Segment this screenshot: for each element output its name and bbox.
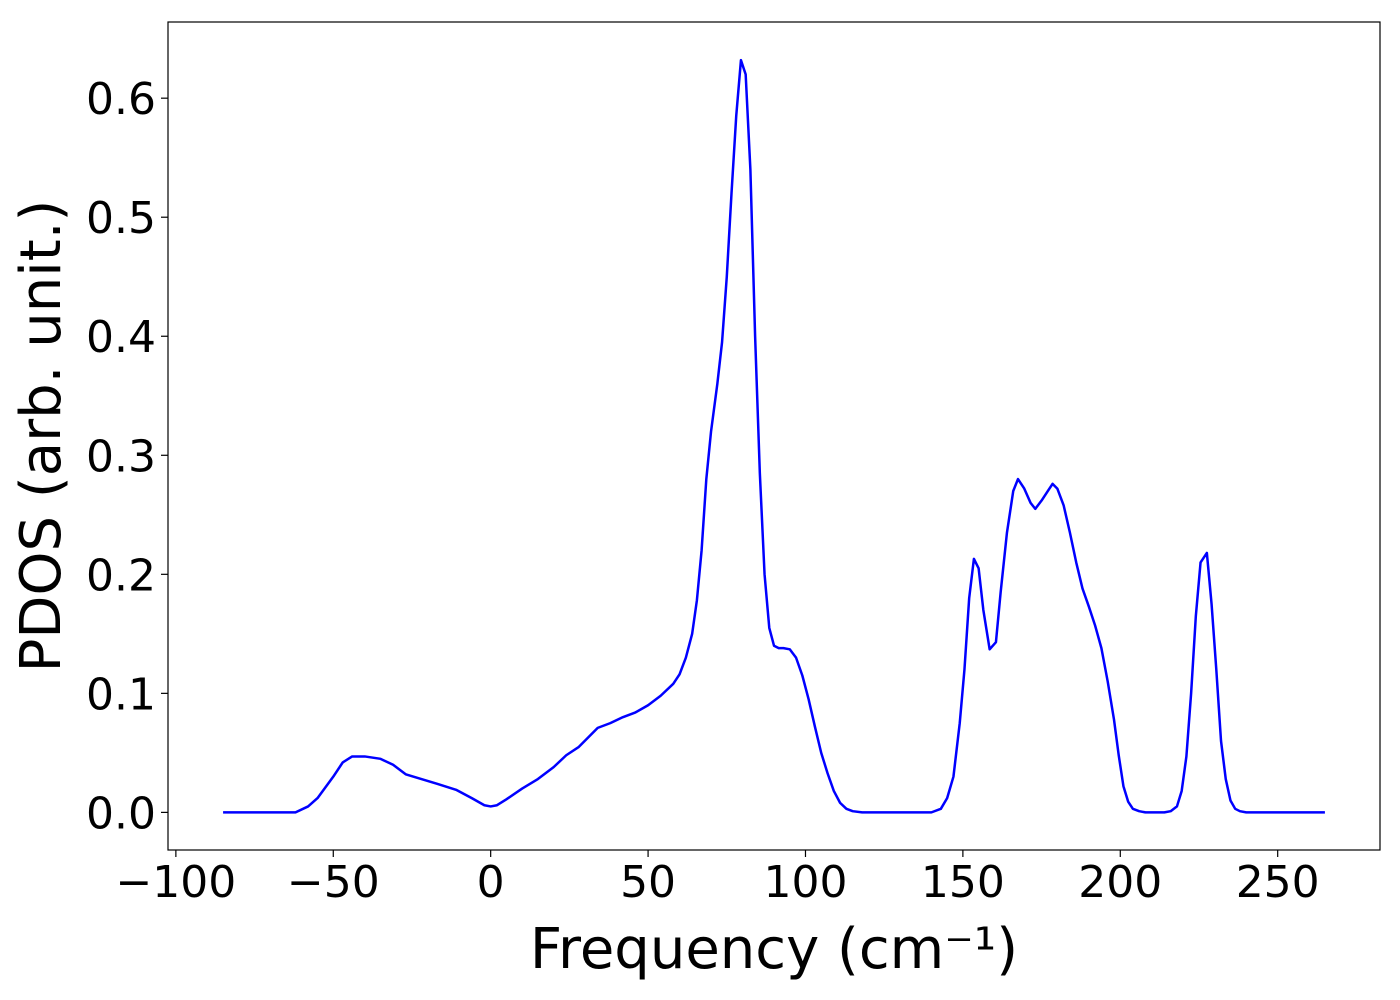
x-tick-label: 200 bbox=[1078, 857, 1162, 908]
x-tick-label: −100 bbox=[115, 857, 236, 908]
x-axis-label: Frequency (cm⁻¹) bbox=[530, 917, 1018, 982]
x-tick-label: 50 bbox=[620, 857, 676, 908]
y-tick-label: 0.1 bbox=[86, 669, 156, 720]
x-tick-label: 250 bbox=[1236, 857, 1320, 908]
y-tick-label: 0.2 bbox=[86, 550, 156, 601]
data-line bbox=[223, 58, 1325, 814]
y-tick-label: 0.3 bbox=[86, 431, 156, 482]
x-tick-label: 150 bbox=[921, 857, 1005, 908]
x-tick-label: 0 bbox=[477, 857, 505, 908]
plot-frame bbox=[167, 21, 1381, 851]
y-tick-label: 0.4 bbox=[86, 312, 156, 363]
y-tick-label: 0.6 bbox=[86, 74, 156, 125]
y-tick-label: 0.5 bbox=[86, 193, 156, 244]
y-tick-label: 0.0 bbox=[86, 788, 156, 839]
x-tick-label: −50 bbox=[287, 857, 380, 908]
y-axis-label: PDOS (arb. unit.) bbox=[9, 200, 74, 673]
x-tick-label: 100 bbox=[763, 857, 847, 908]
